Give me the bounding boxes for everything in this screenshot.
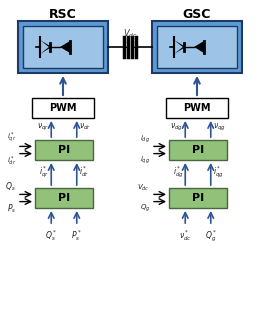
Polygon shape bbox=[194, 41, 204, 53]
Bar bbox=[169, 188, 227, 208]
Text: PI: PI bbox=[192, 193, 204, 203]
Text: $i^*_{qr}$: $i^*_{qr}$ bbox=[7, 131, 16, 145]
Text: PWM: PWM bbox=[183, 103, 211, 113]
Text: $\nu^*_{dc}$: $\nu^*_{dc}$ bbox=[179, 228, 192, 243]
Text: RSC: RSC bbox=[49, 8, 77, 20]
Polygon shape bbox=[174, 40, 184, 48]
Polygon shape bbox=[174, 46, 184, 54]
Text: $V_{dc}$: $V_{dc}$ bbox=[123, 28, 137, 40]
Text: $P_s$: $P_s$ bbox=[7, 203, 16, 215]
Text: $\nu_{dg}$: $\nu_{dg}$ bbox=[170, 121, 183, 133]
Bar bbox=[32, 98, 94, 118]
Text: PI: PI bbox=[192, 145, 204, 155]
Text: $Q_s$: $Q_s$ bbox=[5, 181, 16, 194]
Text: PWM: PWM bbox=[49, 103, 77, 113]
Bar bbox=[35, 188, 93, 208]
Text: $i^*_{dr}$: $i^*_{dr}$ bbox=[7, 154, 16, 168]
Text: $\nu_{qr}$: $\nu_{qr}$ bbox=[37, 121, 49, 133]
Bar bbox=[157, 26, 237, 68]
Polygon shape bbox=[40, 46, 50, 54]
Text: $i_{qg}$: $i_{qg}$ bbox=[140, 154, 150, 166]
Text: $P^*_s$: $P^*_s$ bbox=[71, 228, 82, 243]
Text: $Q^*_s$: $Q^*_s$ bbox=[45, 228, 57, 243]
Bar bbox=[169, 140, 227, 160]
Bar bbox=[23, 26, 103, 68]
Text: $Q^*_g$: $Q^*_g$ bbox=[205, 228, 217, 243]
Bar bbox=[35, 140, 93, 160]
Bar bbox=[166, 98, 228, 118]
Bar bbox=[18, 21, 108, 73]
Text: $\nu_{dr}$: $\nu_{dr}$ bbox=[79, 122, 91, 132]
Text: $V_{dc}$: $V_{dc}$ bbox=[138, 183, 150, 194]
Text: PI: PI bbox=[58, 145, 70, 155]
Text: $Q_g$: $Q_g$ bbox=[140, 203, 150, 214]
Text: $i^*_{qg}$: $i^*_{qg}$ bbox=[213, 164, 223, 180]
Text: PI: PI bbox=[58, 193, 70, 203]
Text: $i^*_{qr}$: $i^*_{qr}$ bbox=[39, 164, 49, 180]
Text: $i^*_{dg}$: $i^*_{dg}$ bbox=[173, 164, 183, 180]
Text: $i_{dg}$: $i_{dg}$ bbox=[140, 134, 150, 145]
Polygon shape bbox=[40, 40, 50, 48]
Text: GSC: GSC bbox=[183, 8, 211, 20]
Text: $i^*_{dr}$: $i^*_{dr}$ bbox=[79, 165, 89, 179]
Bar bbox=[152, 21, 242, 73]
Polygon shape bbox=[60, 41, 70, 53]
Text: $\nu_{qg}$: $\nu_{qg}$ bbox=[213, 121, 226, 133]
